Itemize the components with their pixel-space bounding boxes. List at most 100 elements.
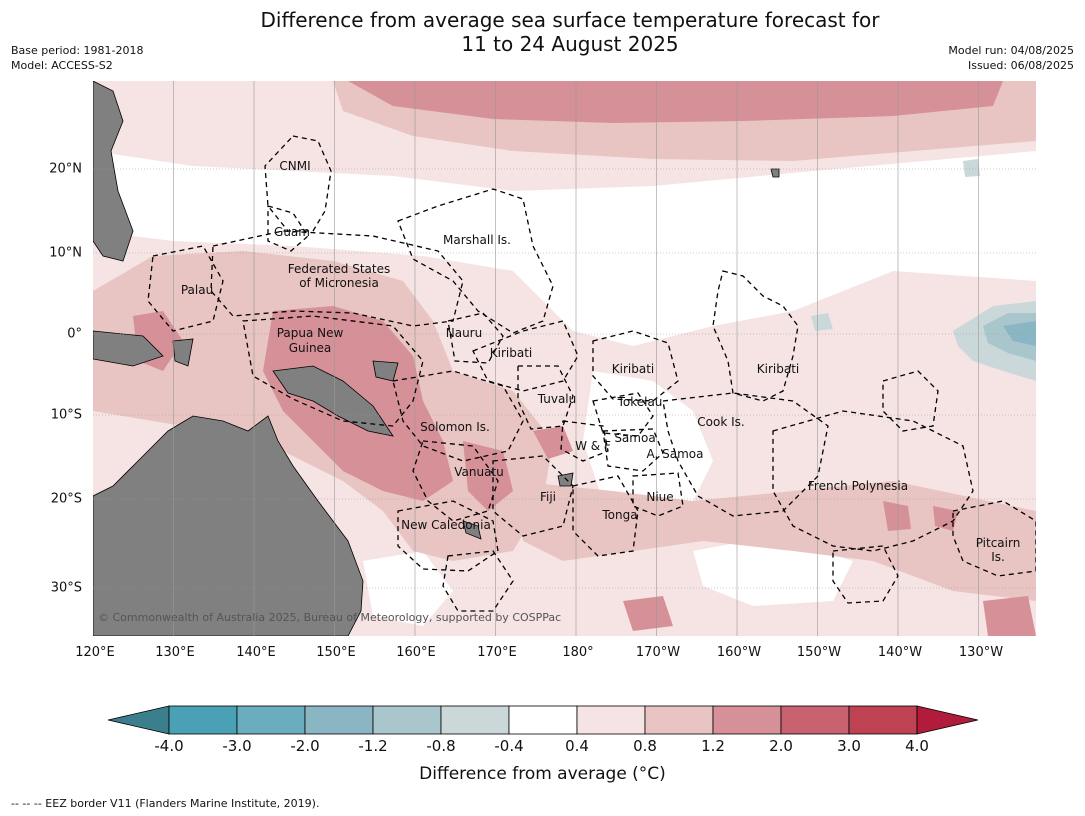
x-tick: 140°W: [877, 645, 923, 660]
eez-french-polynesia-marquesas: [882, 370, 939, 432]
colorbar-cell: [236, 705, 306, 735]
x-tick: 130°W: [958, 645, 1004, 660]
title-line-2: 11 to 24 August 2025: [461, 32, 679, 56]
label-new-caledonia: New Caledonia: [401, 518, 491, 532]
region-labels: CNMI Guam Marshall Is. Federated States …: [181, 159, 1020, 564]
eez-kiribati-line: [712, 270, 799, 402]
label-fsm-1: Federated States: [288, 262, 390, 276]
near-average-region-north: [93, 151, 1036, 346]
graticule: [93, 81, 1036, 636]
y-tick: 0°: [67, 326, 82, 342]
fiji-land: [557, 472, 574, 487]
model-name: Model: ACCESS-S2: [11, 59, 113, 72]
eez-footnote: -- -- -- EEZ border V11 (Flanders Marine…: [11, 797, 320, 810]
eez-kermadec: [442, 550, 514, 612]
label-fiji: Fiji: [540, 490, 556, 504]
colorbar-cell: [440, 705, 510, 735]
eez-guam: [267, 205, 309, 252]
new-caledonia-land: [462, 520, 482, 540]
eez-solomon: [392, 370, 524, 462]
colorbar-tick: -4.0: [154, 737, 184, 755]
label-tuvalu: Tuvalu: [537, 392, 577, 406]
meta-left: Base period: 1981-2018 Model: ACCESS-S2: [11, 43, 143, 73]
colorbar-cell: [780, 705, 850, 735]
colorbar-extend-low: [108, 705, 170, 735]
colorbar-cell: [508, 705, 578, 735]
title-line-1: Difference from average sea surface temp…: [260, 8, 880, 32]
y-tick: 10°S: [50, 407, 82, 423]
land-masses: [93, 81, 780, 636]
eez-kiribati-phoenix: [592, 330, 679, 402]
x-tick: 130°E: [155, 645, 195, 660]
label-pitcairn-2: Is.: [991, 550, 1005, 564]
sst-anomaly-map: CNMI Guam Marshall Is. Federated States …: [93, 81, 1036, 636]
label-samoa: Samoa: [614, 431, 655, 445]
warm-spot-south-1: [883, 501, 911, 531]
eez-new-caledonia: [397, 500, 499, 572]
colorbar-cell: [372, 705, 442, 735]
colorbar-tick: 1.2: [701, 737, 725, 755]
eez-niue: [632, 472, 684, 517]
x-tick: 170°W: [635, 645, 681, 660]
eez-french-polynesia: [772, 410, 974, 552]
label-guam: Guam: [274, 225, 310, 239]
label-cnmi: CNMI: [279, 159, 310, 173]
new-guinea-land: [272, 365, 394, 437]
label-solomon: Solomon Is.: [420, 420, 490, 434]
eez-cnmi: [264, 135, 332, 232]
colorbar-tick: -1.2: [358, 737, 388, 755]
x-tick: 170°E: [477, 645, 517, 660]
colorbar-cell: [168, 705, 238, 735]
label-palau: Palau: [181, 283, 213, 297]
eez-cook: [662, 392, 829, 517]
philippines-land: [93, 81, 134, 262]
colorbar-label: Difference from average (°C): [419, 764, 666, 784]
label-png-2: Guinea: [289, 341, 332, 355]
eez-southern-cook: [832, 545, 899, 604]
x-tick: 150°E: [316, 645, 356, 660]
colorbar: [108, 705, 978, 735]
colorbar-cell: [644, 705, 714, 735]
x-tick: 140°E: [236, 645, 276, 660]
hawaii-land: [770, 168, 780, 178]
eez-samoa: [602, 428, 664, 472]
label-kiribati-central: Kiribati: [612, 362, 654, 376]
eez-vanuatu: [412, 440, 499, 522]
y-tick: 20°N: [49, 161, 82, 177]
label-niue: Niue: [646, 490, 673, 504]
eez-fsm: [210, 230, 464, 327]
eez-marshall: [397, 188, 554, 334]
colorbar-tick: 3.0: [837, 737, 861, 755]
label-american-samoa: A. Samoa: [647, 447, 704, 461]
eez-tuvalu: [517, 365, 574, 430]
label-fsm-2: of Micronesia: [299, 276, 379, 290]
colorbar-tick: -0.8: [426, 737, 456, 755]
label-cook: Cook Is.: [697, 415, 744, 429]
warm-spot-south-2: [933, 506, 958, 531]
eez-tokelau: [592, 392, 654, 437]
x-tick: 120°E: [75, 645, 115, 660]
colorbar-tick: 4.0: [905, 737, 929, 755]
eez-png: [242, 315, 424, 427]
meta-right: Model run: 04/08/2025 Issued: 06/08/2025: [948, 43, 1074, 73]
label-nauru: Nauru: [446, 326, 482, 340]
issued-date: Issued: 06/08/2025: [967, 59, 1074, 72]
label-french-polynesia: French Polynesia: [808, 479, 908, 493]
colorbar-cell: [304, 705, 374, 735]
eez-kiribati-gilbert: [472, 320, 579, 392]
colorbar-tick: -0.4: [494, 737, 524, 755]
warm-band-north-core: [348, 81, 1003, 123]
label-pitcairn-1: Pitcairn: [976, 536, 1021, 550]
cool-spot-central: [811, 313, 833, 331]
colorbar-tick: 0.4: [565, 737, 589, 755]
label-vanuatu: Vanuatu: [454, 465, 504, 479]
eez-nauru: [447, 312, 504, 364]
colorbar-tick: -2.0: [290, 737, 320, 755]
warm-spot-south-4: [623, 596, 673, 631]
colorbar-cell: [712, 705, 782, 735]
warm-spot-south-3: [983, 596, 1036, 636]
x-tick: 150°W: [796, 645, 842, 660]
y-tick: 30°S: [50, 580, 82, 596]
label-kiribati-west: Kiribati: [490, 346, 532, 360]
colorbar-tick: 2.0: [769, 737, 793, 755]
